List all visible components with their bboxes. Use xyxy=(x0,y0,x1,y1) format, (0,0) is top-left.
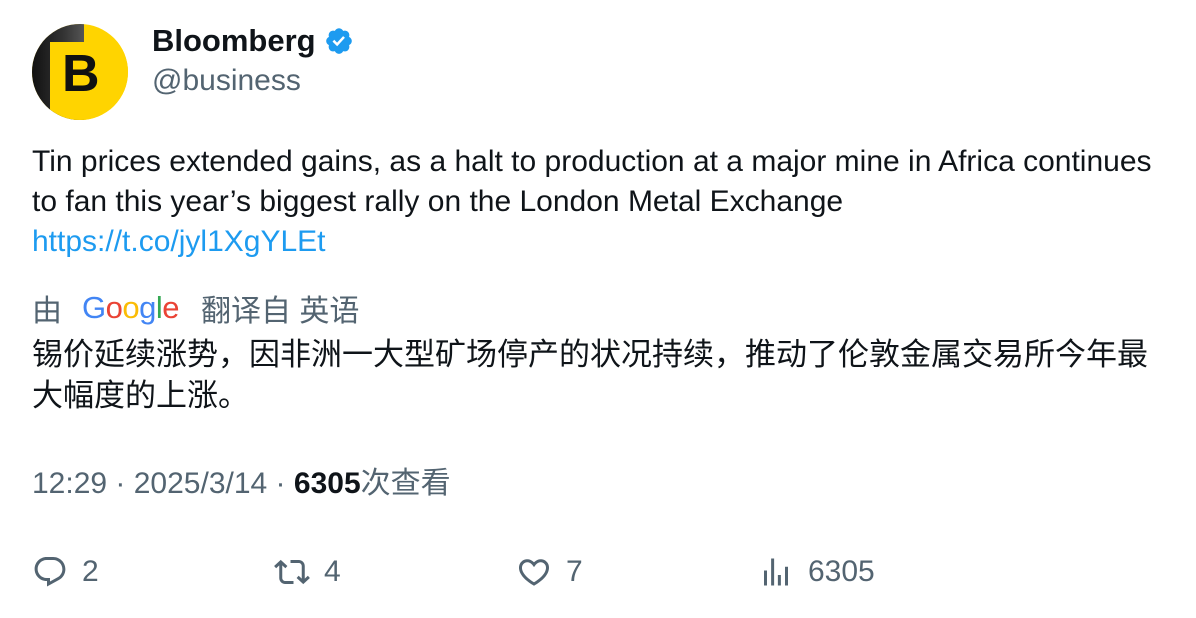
verified-badge-icon xyxy=(325,28,352,54)
tweet-time[interactable]: 12:29 xyxy=(32,467,108,500)
reply-count: 2 xyxy=(82,555,99,588)
avatar-logo-block xyxy=(50,42,128,120)
author-handle[interactable]: @business xyxy=(152,64,301,97)
views-label: 次查看 xyxy=(360,467,451,500)
translation-suffix: 翻译自 英语 xyxy=(201,295,360,328)
translated-text: 锡价延续涨势，因非洲一大型矿场停产的状况持续，推动了伦敦金属交易所今年最大幅度的… xyxy=(32,337,1148,413)
tweet-meta: 12:29 · 2025/3/14 · 6305次查看 xyxy=(32,464,451,504)
tweet-link[interactable]: https://t.co/jyl1XgYLEt xyxy=(32,225,326,258)
reply-button[interactable]: 2 xyxy=(32,552,99,592)
tweet-date[interactable]: 2025/3/14 xyxy=(133,467,268,500)
avatar[interactable]: B xyxy=(32,24,128,120)
views-button[interactable]: 6305 xyxy=(758,552,875,592)
action-bar: 2 4 7 6305 xyxy=(32,552,1172,592)
heart-icon xyxy=(518,559,550,586)
retweet-icon xyxy=(274,559,310,585)
display-name[interactable]: Bloomberg xyxy=(152,22,354,60)
tweet-body: Tin prices extended gains, as a halt to … xyxy=(32,145,1152,218)
translation-prefix: 由 xyxy=(32,295,62,328)
translation-attribution: 由 Google 翻译自 英语 xyxy=(32,288,359,328)
meta-separator: · xyxy=(267,467,294,500)
meta-separator: · xyxy=(107,467,134,500)
tweet-text: Tin prices extended gains, as a halt to … xyxy=(32,142,1162,262)
analytics-icon xyxy=(764,558,788,586)
views-action-count: 6305 xyxy=(808,555,875,588)
google-logo: Google xyxy=(82,290,180,325)
views-count: 6305 xyxy=(293,467,361,500)
avatar-letter: B xyxy=(62,45,100,103)
like-count: 7 xyxy=(566,555,583,588)
retweet-button[interactable]: 4 xyxy=(274,552,341,592)
display-name-text: Bloomberg xyxy=(152,23,316,58)
like-button[interactable]: 7 xyxy=(516,552,583,592)
retweet-count: 4 xyxy=(324,555,341,588)
reply-icon xyxy=(34,557,66,587)
